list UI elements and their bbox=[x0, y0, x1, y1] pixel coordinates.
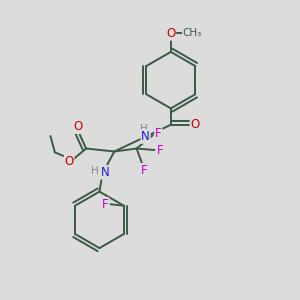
Text: N: N bbox=[141, 130, 150, 143]
Text: F: F bbox=[102, 198, 109, 211]
Text: N: N bbox=[100, 166, 109, 179]
Text: O: O bbox=[166, 27, 176, 40]
Text: CH₃: CH₃ bbox=[183, 28, 202, 38]
Text: O: O bbox=[73, 120, 83, 133]
Text: F: F bbox=[155, 128, 162, 140]
Text: H: H bbox=[91, 166, 99, 176]
Text: H: H bbox=[140, 124, 148, 134]
Text: F: F bbox=[141, 164, 147, 177]
Text: O: O bbox=[64, 155, 74, 168]
Text: O: O bbox=[190, 118, 200, 131]
Text: F: F bbox=[157, 143, 163, 157]
